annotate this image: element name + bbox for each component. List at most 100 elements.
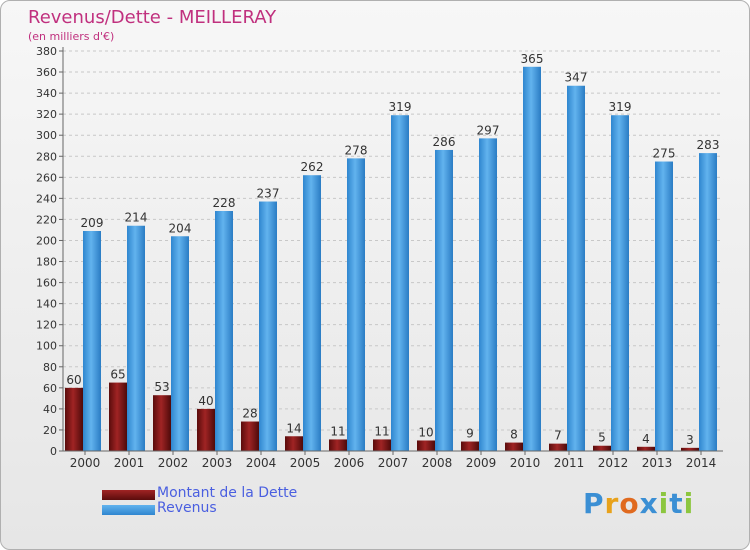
data-label-revenus: 319 xyxy=(609,100,632,114)
data-label-dette: 9 xyxy=(466,427,474,441)
bar-dette xyxy=(285,436,303,451)
bar-dette xyxy=(153,395,171,451)
data-label-dette: 40 xyxy=(198,394,213,408)
chart-title: Revenus/Dette - MEILLERAY xyxy=(28,7,277,28)
bar-dette xyxy=(681,447,699,451)
data-label-revenus: 204 xyxy=(169,221,192,235)
x-tick-label: 2014 xyxy=(686,456,717,470)
y-tick-label: 180 xyxy=(36,256,57,269)
bar-revenus xyxy=(435,149,453,451)
y-tick-label: 20 xyxy=(43,424,57,437)
data-label-dette: 11 xyxy=(374,424,389,438)
y-tick-label: 320 xyxy=(36,108,57,121)
bar-revenus xyxy=(391,115,409,452)
x-tick-label: 2012 xyxy=(598,456,629,470)
data-label-revenus: 275 xyxy=(653,147,676,161)
logo-letter: r xyxy=(604,487,620,520)
bar-revenus xyxy=(259,201,277,451)
data-label-revenus: 262 xyxy=(301,160,324,174)
bar-revenus xyxy=(523,66,541,451)
x-tick-label: 2000 xyxy=(70,456,101,470)
proxiti-logo: Proxiti xyxy=(583,487,694,520)
logo-letter: i xyxy=(683,487,695,520)
bar-revenus xyxy=(127,225,145,451)
bar-dette xyxy=(417,440,435,451)
y-tick-label: 200 xyxy=(36,234,57,247)
bar-dette xyxy=(637,446,655,451)
data-label-dette: 11 xyxy=(330,424,345,438)
logo-letter: x xyxy=(639,487,659,520)
data-label-revenus: 209 xyxy=(81,216,104,230)
bar-dette xyxy=(241,421,259,451)
data-label-revenus: 228 xyxy=(213,196,236,210)
logo-letter: P xyxy=(583,487,605,520)
bar-dette xyxy=(505,442,523,451)
legend-swatch-revenus xyxy=(102,505,155,515)
y-tick-label: 80 xyxy=(43,361,57,374)
y-tick-label: 340 xyxy=(36,87,57,100)
data-label-dette: 14 xyxy=(286,421,301,435)
logo-letter: i xyxy=(658,487,670,520)
data-label-revenus: 286 xyxy=(433,135,456,149)
x-tick-label: 2003 xyxy=(202,456,233,470)
y-tick-label: 280 xyxy=(36,150,57,163)
data-label-revenus: 237 xyxy=(257,187,280,201)
bar-revenus xyxy=(303,175,321,452)
bar-revenus xyxy=(171,236,189,451)
data-label-dette: 7 xyxy=(554,429,562,443)
bar-revenus xyxy=(479,138,497,452)
bar-dette xyxy=(329,439,347,451)
bar-dette xyxy=(373,439,391,451)
bar-revenus xyxy=(215,211,233,451)
y-tick-label: 160 xyxy=(36,277,57,290)
logo-letter: o xyxy=(619,487,640,520)
bar-revenus xyxy=(611,115,629,452)
x-tick-label: 2001 xyxy=(114,456,145,470)
x-tick-label: 2010 xyxy=(510,456,541,470)
x-tick-label: 2006 xyxy=(334,456,365,470)
y-tick-label: 100 xyxy=(36,340,57,353)
data-label-dette: 3 xyxy=(686,433,694,447)
data-label-revenus: 278 xyxy=(345,143,368,157)
bar-dette xyxy=(65,387,83,451)
x-tick-label: 2008 xyxy=(422,456,453,470)
bar-dette xyxy=(461,441,479,451)
data-label-dette: 53 xyxy=(154,380,169,394)
bar-revenus xyxy=(83,231,101,451)
data-label-revenus: 319 xyxy=(389,100,412,114)
y-tick-label: 60 xyxy=(43,382,57,395)
data-label-revenus: 297 xyxy=(477,123,500,137)
y-tick-label: 220 xyxy=(36,213,57,226)
bar-dette xyxy=(549,443,567,451)
data-label-revenus: 365 xyxy=(521,52,544,66)
legend-label-revenus: Revenus xyxy=(157,500,217,516)
data-label-dette: 60 xyxy=(66,373,81,387)
axes: 0 20 40 60 80 100 120 140 160 180 200 220 240 260 280 3… xyxy=(36,45,723,470)
x-tick-label: 2007 xyxy=(378,456,409,470)
bars xyxy=(65,66,717,452)
y-tick-label: 380 xyxy=(36,45,57,58)
data-label-revenus: 214 xyxy=(125,211,148,225)
x-tick-label: 2013 xyxy=(642,456,673,470)
bar-revenus xyxy=(567,85,585,451)
logo-letter: t xyxy=(669,487,684,520)
data-label-dette: 5 xyxy=(598,431,606,445)
x-tick-label: 2011 xyxy=(554,456,585,470)
y-tick-label: 40 xyxy=(43,403,57,416)
bar-dette xyxy=(197,408,215,451)
y-tick-label: 140 xyxy=(36,298,57,311)
bar-dette xyxy=(109,382,127,451)
data-label-dette: 8 xyxy=(510,428,518,442)
data-label-revenus: 347 xyxy=(565,71,588,85)
data-label-dette: 28 xyxy=(242,407,257,421)
y-tick-label: 360 xyxy=(36,66,57,79)
legend-label-dette: Montant de la Dette xyxy=(157,485,298,501)
bar-revenus xyxy=(655,161,673,452)
x-tick-label: 2004 xyxy=(246,456,277,470)
bar-revenus xyxy=(699,153,717,451)
y-tick-label: 0 xyxy=(50,445,57,458)
y-tick-label: 240 xyxy=(36,192,57,205)
data-label-dette: 65 xyxy=(110,368,125,382)
